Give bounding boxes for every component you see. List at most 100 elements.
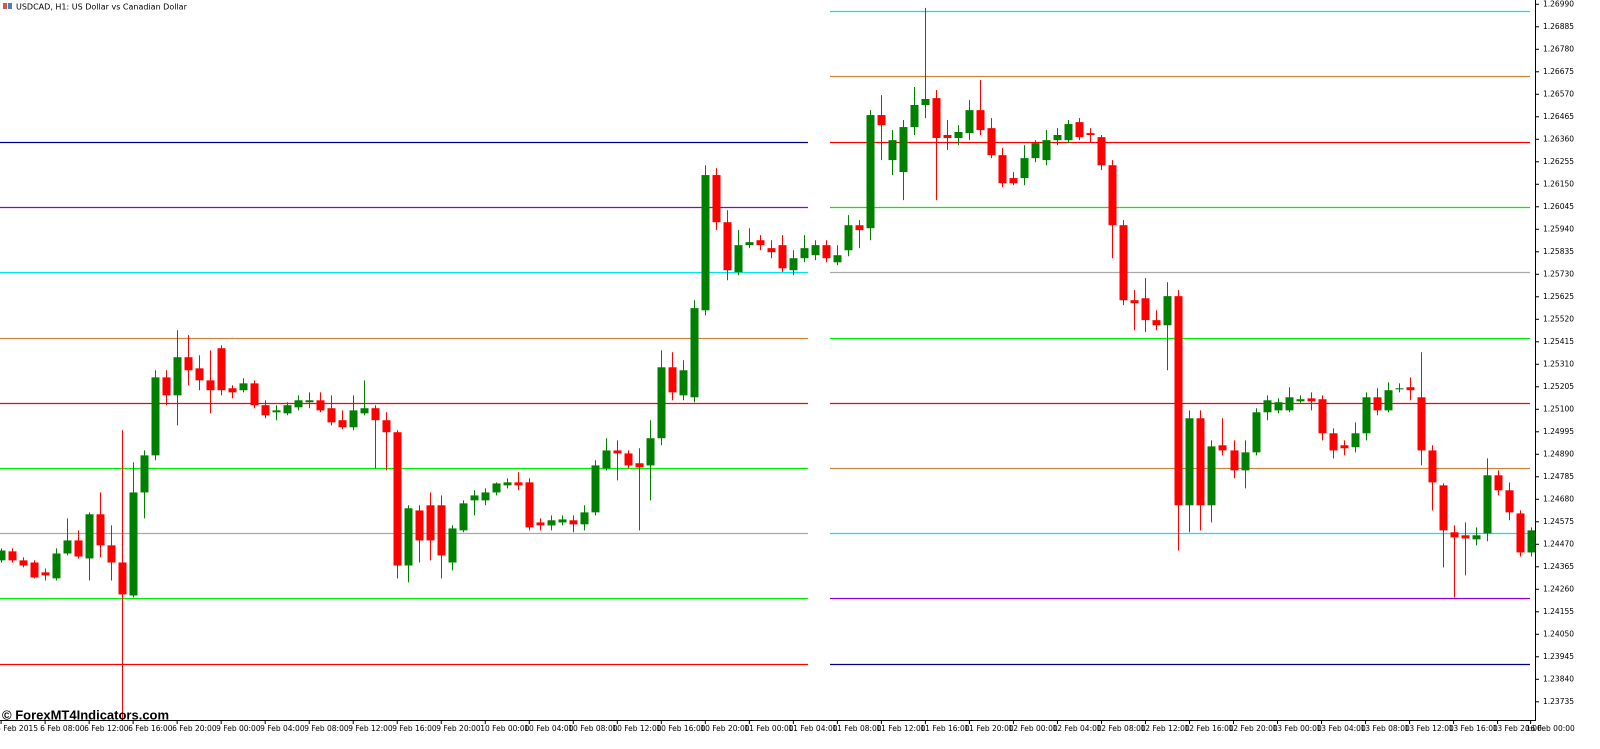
y-tick-label: 1.24575 [1543, 517, 1574, 526]
candle-body [1075, 122, 1084, 138]
x-tick-label: 9 Feb 16:00 [392, 724, 437, 733]
candle-body [580, 512, 589, 525]
candle-body [943, 135, 952, 138]
x-tick-label: 11 Feb 00:00 [744, 724, 793, 733]
x-tick-label: 6 Feb 16:00 [128, 724, 173, 733]
x-tick-label: 12 Feb 00:00 [1008, 724, 1057, 733]
y-tick-label: 1.25100 [1543, 404, 1574, 413]
candle-body [1417, 397, 1426, 451]
candle-body [305, 400, 314, 403]
candle-body [1318, 399, 1327, 434]
x-tick-label: 10 Feb 04:00 [524, 724, 573, 733]
candle-body [415, 510, 424, 541]
candle-body [525, 482, 534, 528]
x-tick-label: 11 Feb 16:00 [920, 724, 969, 733]
plot-area [0, 7, 1535, 720]
candle-body [1031, 143, 1040, 159]
candle-body [85, 514, 94, 559]
y-tick-label: 1.24260 [1543, 584, 1574, 593]
x-tick-label: 11 Feb 12:00 [876, 724, 925, 733]
candle-body [1450, 532, 1459, 538]
candle-body [140, 455, 149, 493]
x-tick-label: 10 Feb 20:00 [700, 724, 749, 733]
candle-body [1329, 433, 1338, 451]
candle-body [987, 128, 996, 156]
candle-body [1108, 165, 1117, 226]
candle-body [492, 483, 501, 493]
candle-body [316, 400, 325, 411]
candle-body [1527, 530, 1535, 553]
candle-body [1020, 158, 1029, 179]
y-tick-label: 1.24995 [1543, 427, 1574, 436]
candle-body [624, 453, 633, 466]
y-tick-label: 1.26045 [1543, 202, 1574, 211]
candle-body [338, 420, 347, 428]
candle-body [382, 420, 391, 433]
candle-body [74, 540, 83, 557]
candle-body [1230, 450, 1239, 471]
candle-body [448, 528, 457, 563]
y-tick-label: 1.26150 [1543, 179, 1574, 188]
y-tick-label: 1.26885 [1543, 22, 1574, 31]
candle-body [360, 408, 369, 414]
candle-body [635, 463, 644, 468]
candle-body [294, 400, 303, 408]
x-tick-label: 9 Feb 08:00 [304, 724, 349, 733]
candle-body [96, 514, 105, 546]
candle-body [217, 348, 226, 391]
candle-body [921, 99, 930, 105]
x-tick-label: 6 Feb 12:00 [84, 724, 129, 733]
candle-body [1461, 535, 1470, 539]
candle-body [1042, 140, 1051, 161]
candle-body [965, 110, 974, 134]
candle-body [800, 248, 809, 259]
candle-body [195, 368, 204, 381]
x-tick-label: 6 Feb 20:00 [172, 724, 217, 733]
candle-body [1406, 387, 1415, 391]
candle-body [1285, 397, 1294, 411]
candle-body [1307, 398, 1316, 402]
candle-body [723, 222, 732, 271]
candle-body [1207, 446, 1216, 506]
candle-body [1494, 475, 1503, 491]
candle-body [789, 258, 798, 271]
x-tick-label: 9 Feb 04:00 [260, 724, 305, 733]
x-tick-label: 9 Feb 20:00 [436, 724, 481, 733]
candle-body [822, 245, 831, 259]
candle-body [371, 408, 380, 421]
candle-body [173, 357, 182, 396]
candle-body [767, 248, 776, 253]
candle-body [184, 357, 193, 371]
candle-body [1274, 402, 1283, 411]
candle-body [668, 367, 677, 393]
x-tick-label: 13 Feb 20:00 [1493, 724, 1542, 733]
x-tick-label: 10 Feb 08:00 [568, 724, 617, 733]
x-tick-label: 11 Feb 20:00 [964, 724, 1013, 733]
x-tick-label: 9 Feb 12:00 [348, 724, 393, 733]
y-tick-label: 1.24470 [1543, 539, 1574, 548]
candle-body [206, 380, 215, 391]
candle-body [52, 553, 61, 579]
candle-body [756, 240, 765, 246]
candle-body [1373, 397, 1382, 411]
candle-body [855, 225, 864, 231]
candle-body [459, 503, 468, 531]
x-tick-label: 13 Feb 04:00 [1317, 724, 1366, 733]
candle-body [910, 105, 919, 128]
y-tick-label: 1.25310 [1543, 359, 1574, 368]
candle-body [162, 377, 171, 396]
x-tick-label: 6 Feb 08:00 [40, 724, 85, 733]
candle-body [954, 132, 963, 138]
y-tick-label: 1.23840 [1543, 674, 1574, 683]
candle-body [129, 492, 138, 596]
candle-body [503, 482, 512, 486]
candle-body [1505, 490, 1514, 513]
y-tick-label: 1.26990 [1543, 0, 1574, 8]
y-tick-label: 1.25730 [1543, 269, 1574, 278]
candle-body [734, 245, 743, 273]
candle-body [30, 562, 39, 578]
x-tick-label: 13 Feb 00:00 [1273, 724, 1322, 733]
